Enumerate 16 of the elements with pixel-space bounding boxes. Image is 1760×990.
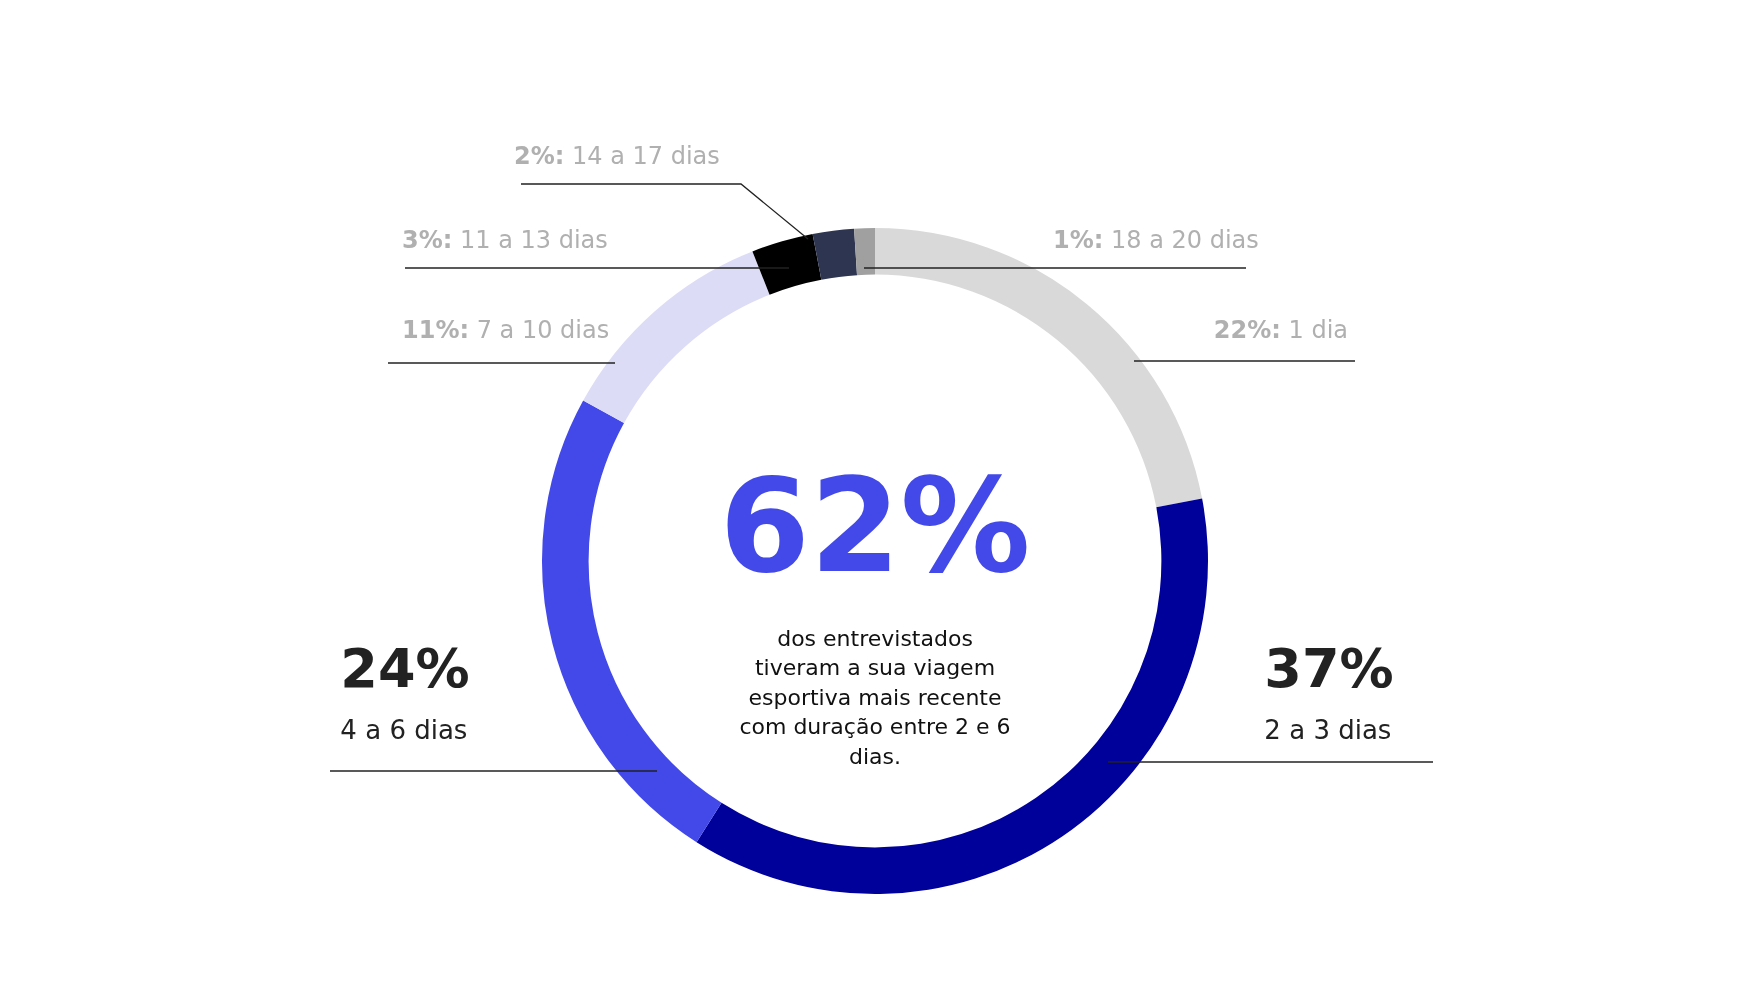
text: dos entrevistados tiveram a sua viagem esportiva mais recente com duração entre 2 e 6 dias.	[739, 625, 1011, 769]
data-label: 2%:	[514, 142, 565, 171]
data-label: 22%:	[1213, 316, 1281, 345]
slice-label: 11 a 13 dias	[452, 226, 608, 255]
data-label: 37%	[1264, 637, 1394, 701]
slice-label: 1 dia	[1280, 316, 1348, 345]
slice-label: 18 a 20 dias	[1103, 226, 1259, 255]
data-label: 3%:	[402, 226, 453, 255]
text: 62%	[719, 449, 1031, 602]
slice-label: 2 a 3 dias	[1264, 714, 1392, 745]
slice-label: 4 a 6 dias	[340, 714, 468, 745]
data-label: 1%:	[1053, 226, 1104, 255]
slice-label: 7 a 10 dias	[469, 316, 610, 345]
data-label: 24%	[340, 637, 470, 701]
data-label: 11%:	[402, 316, 470, 345]
slice-label: 14 a 17 dias	[564, 142, 720, 171]
